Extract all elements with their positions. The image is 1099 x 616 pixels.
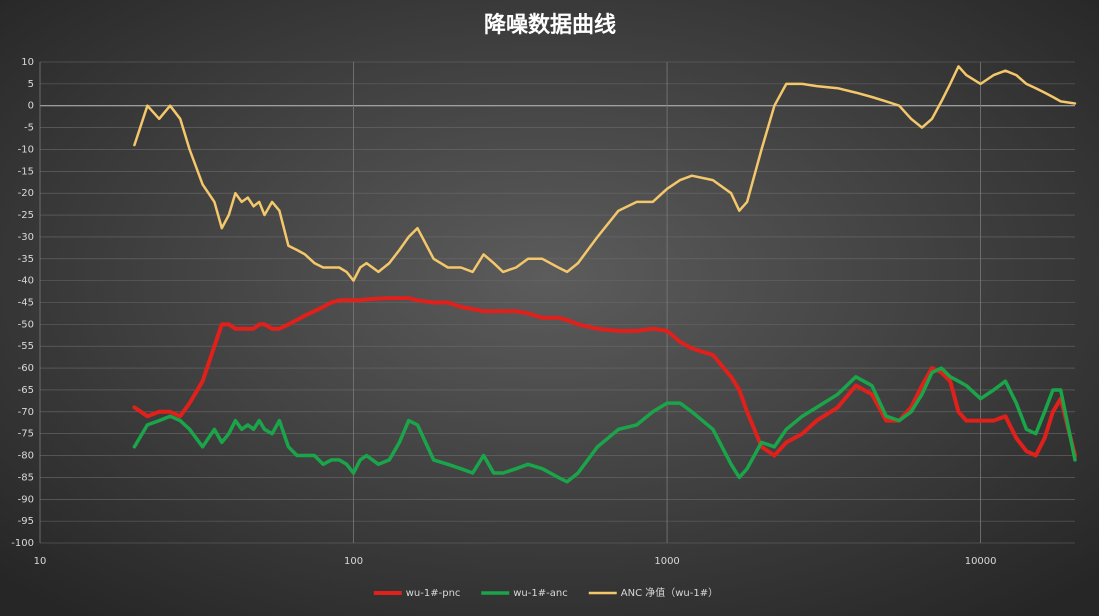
y-tick-label: -95: [18, 516, 34, 527]
y-tick-label: -75: [18, 429, 34, 440]
legend-label: wu-1#-anc: [513, 588, 567, 599]
y-tick-label: -100: [11, 538, 34, 549]
x-tick-label: 10: [34, 556, 47, 567]
y-tick-label: -45: [18, 298, 34, 309]
data-line: [132, 296, 1077, 458]
y-tick-label: -50: [18, 319, 34, 330]
x-tick-label: 1000: [654, 556, 679, 567]
y-tick-label: -65: [18, 385, 34, 396]
legend-label: ANC 净值（wu-1#）: [621, 586, 718, 599]
y-tick-label: 5: [28, 79, 34, 90]
y-tick-label: -70: [18, 407, 34, 418]
y-tick-label: -20: [18, 188, 34, 199]
y-tick-label: -55: [18, 341, 34, 352]
y-tick-label: 0: [28, 101, 34, 112]
legend-label: wu-1#-pnc: [406, 588, 461, 599]
chart-title: 降噪数据曲线: [484, 12, 616, 38]
y-tick-label: -35: [18, 254, 34, 265]
y-tick-label: -25: [18, 210, 34, 221]
x-tick-label: 100: [344, 556, 363, 567]
y-tick-label: -85: [18, 472, 34, 483]
y-tick-label: -15: [18, 166, 34, 177]
y-tick-label: -5: [24, 123, 34, 134]
y-tick-label: -90: [18, 494, 34, 505]
data-line: [132, 366, 1077, 484]
y-tick-label: -30: [18, 232, 34, 243]
y-tick-label: -10: [18, 144, 34, 155]
x-tick-label: 10000: [965, 556, 997, 567]
y-tick-label: 10: [21, 57, 34, 68]
data-line: [133, 65, 1077, 282]
y-tick-label: -40: [18, 276, 34, 287]
y-tick-label: -80: [18, 451, 34, 462]
y-tick-label: -60: [18, 363, 34, 374]
